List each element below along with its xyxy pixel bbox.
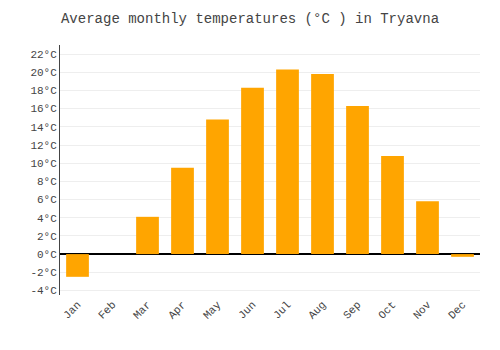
svg-text:18°C: 18°C xyxy=(30,85,57,97)
svg-text:Nov: Nov xyxy=(411,299,434,322)
svg-text:Aug: Aug xyxy=(306,299,328,321)
svg-text:8°C: 8°C xyxy=(37,176,57,188)
svg-text:14°C: 14°C xyxy=(30,122,57,134)
svg-text:12°C: 12°C xyxy=(30,140,57,152)
svg-text:6°C: 6°C xyxy=(37,194,57,206)
svg-text:22°C: 22°C xyxy=(30,49,57,61)
svg-text:Jun: Jun xyxy=(236,299,258,321)
svg-text:4°C: 4°C xyxy=(37,213,57,225)
svg-text:Jan: Jan xyxy=(61,299,83,321)
svg-text:Mar: Mar xyxy=(131,299,153,321)
svg-text:-2°C: -2°C xyxy=(30,267,57,279)
svg-text:Feb: Feb xyxy=(96,299,118,321)
svg-text:Jul: Jul xyxy=(271,299,293,321)
svg-text:16°C: 16°C xyxy=(30,103,57,115)
svg-text:Dec: Dec xyxy=(446,299,468,321)
svg-text:20°C: 20°C xyxy=(30,67,57,79)
svg-text:Apr: Apr xyxy=(166,299,188,321)
svg-text:0°C: 0°C xyxy=(37,249,57,261)
svg-text:Sep: Sep xyxy=(341,299,363,321)
svg-text:Average monthly temperatures (: Average monthly temperatures (°C ) in Tr… xyxy=(61,11,439,27)
svg-text:Oct: Oct xyxy=(376,299,398,321)
svg-text:-4°C: -4°C xyxy=(30,285,57,297)
svg-text:2°C: 2°C xyxy=(37,231,57,243)
svg-text:May: May xyxy=(201,299,224,322)
svg-text:10°C: 10°C xyxy=(30,158,57,170)
